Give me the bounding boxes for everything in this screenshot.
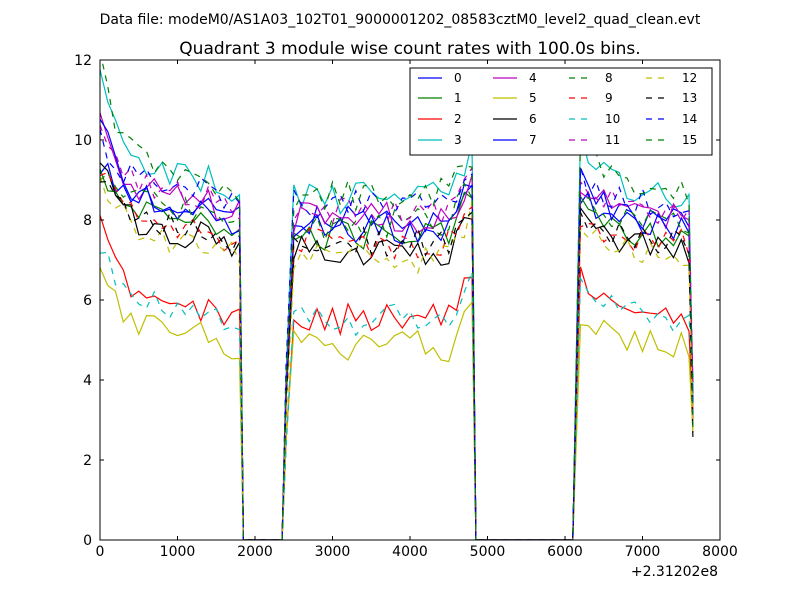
y-tick-label: 4 [83,373,92,389]
series-line-module-9 [100,171,694,540]
legend-label-9: 9 [605,91,613,105]
legend-label-14: 14 [682,112,697,126]
y-tick-label: 12 [74,53,92,69]
axis-ticks: 0 1000 2000 3000 4000 5000 6000 7000 80000246810… [74,53,738,560]
series-line-module-12 [100,176,694,540]
x-tick-label: 1000 [160,544,196,560]
y-tick-label: 0 [83,533,92,549]
series-line-module-2 [100,215,694,540]
legend-label-0: 0 [454,71,462,85]
legend-label-3: 3 [454,133,462,147]
y-tick-label: 6 [83,293,92,309]
y-tick-label: 2 [83,453,92,469]
x-tick-label: 8000 [702,544,738,560]
legend-label-10: 10 [605,112,620,126]
series-line-module-4 [100,112,694,540]
legend-label-13: 13 [682,91,697,105]
legend-label-12: 12 [682,71,697,85]
legend-label-5: 5 [529,91,537,105]
data-file-suptitle: Data file: modeM0/AS1A03_102T01_90000012… [100,12,701,28]
x-tick-label: 7000 [625,544,661,560]
x-tick-label: 0 [96,544,105,560]
series-line-module-8 [100,172,694,540]
legend-label-8: 8 [605,71,613,85]
legend-label-6: 6 [529,112,537,126]
series-line-module-10 [100,251,694,540]
x-tick-label: 2000 [237,544,273,560]
legend-label-4: 4 [529,71,537,85]
x-tick-label: 6000 [547,544,583,560]
x-tick-label: 3000 [315,544,351,560]
legend-label-15: 15 [682,133,697,147]
x-offset-label: +2.31202e8 [631,564,718,580]
y-tick-label: 8 [83,213,92,229]
series-line-module-13 [100,180,694,540]
series-line-module-5 [100,267,694,540]
legend-label-1: 1 [454,91,462,105]
y-tick-label: 10 [74,133,92,149]
series-line-module-6 [100,162,694,540]
series-line-module-14 [100,129,694,540]
legend-label-11: 11 [605,133,620,147]
series-lines [100,60,694,540]
x-tick-label: 4000 [392,544,428,560]
legend-label-2: 2 [454,112,462,126]
series-line-module-7 [100,118,694,540]
plot-frame [99,59,721,541]
x-tick-label: 5000 [470,544,506,560]
legend-label-7: 7 [529,133,537,147]
chart-title: Quadrant 3 module wise count rates with … [179,39,640,59]
